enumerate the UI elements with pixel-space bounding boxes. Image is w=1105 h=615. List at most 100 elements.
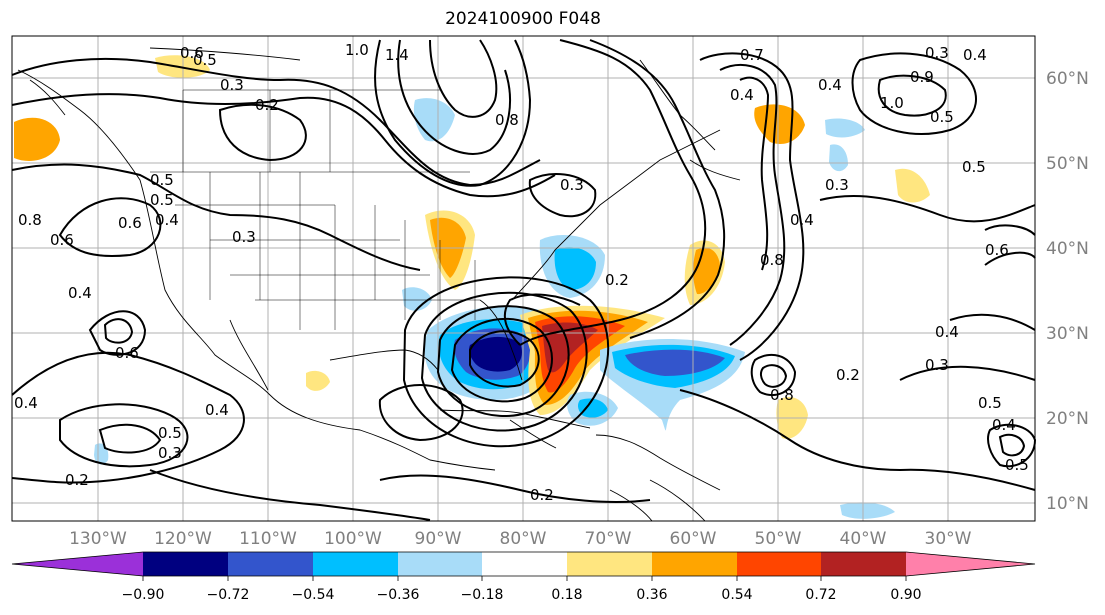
contour-label: 0.4 — [730, 86, 754, 104]
contour-label: 0.5 — [193, 51, 217, 69]
colorbar-tick-label: −0.18 — [461, 587, 504, 603]
contour-label: 0.6 — [115, 344, 139, 362]
colorbar-tick-label: −0.90 — [122, 587, 165, 603]
contour-label: 0.4 — [935, 323, 959, 341]
lat-label: 60°N — [1046, 69, 1089, 89]
colorbar-segment — [228, 552, 313, 576]
colorbar-segment — [821, 552, 906, 576]
contour-label: 0.2 — [605, 271, 629, 289]
colorbar-segment — [398, 552, 482, 576]
contour-label: 0.6 — [50, 231, 74, 249]
lat-label: 40°N — [1046, 239, 1089, 259]
warm-field — [306, 370, 330, 391]
latitude-labels: 60°N 50°N 40°N 30°N 20°N 10°N — [1046, 69, 1089, 514]
blue-field — [402, 287, 432, 311]
graticule — [12, 36, 1035, 521]
contour-label: 0.2 — [530, 486, 554, 504]
lon-label: 40°W — [840, 529, 887, 549]
longitude-labels: 130°W 120°W 110°W 100°W 90°W 80°W 70°W 6… — [69, 529, 972, 549]
lat-label: 50°N — [1046, 154, 1089, 174]
lon-label: 90°W — [415, 529, 462, 549]
contour-label: 0.4 — [963, 46, 987, 64]
colorbar-segment — [652, 552, 737, 576]
contour-label: 0.4 — [992, 416, 1016, 434]
colorbar-segment — [482, 552, 567, 576]
contour-label: 0.6 — [985, 241, 1009, 259]
contour-label: 1.0 — [880, 94, 904, 112]
colorbar-tick-label: −0.72 — [207, 587, 250, 603]
warm-field — [895, 168, 930, 203]
contour-label: 0.5 — [962, 158, 986, 176]
colorbar-segment — [737, 552, 821, 576]
contour-label: 0.3 — [232, 228, 256, 246]
colorbar-tick-label: −0.54 — [292, 587, 335, 603]
contour-label: 0.3 — [560, 176, 584, 194]
chart-title: 2024100900 F048 — [445, 9, 601, 29]
contour-label: 0.8 — [18, 211, 42, 229]
contour-label: 0.4 — [205, 401, 229, 419]
colorbar-tick-label: 0.54 — [721, 587, 752, 603]
contour-label: 0.2 — [65, 471, 89, 489]
contour-label: 0.3 — [925, 44, 949, 62]
contour-label: 0.3 — [825, 176, 849, 194]
colorbar: −0.90 −0.72 −0.54 −0.36 −0.18 0.18 0.36 … — [11, 551, 1036, 603]
contour-label: 0.3 — [158, 444, 182, 462]
lat-label: 20°N — [1046, 409, 1089, 429]
lat-label: 10°N — [1046, 494, 1089, 514]
blue-field — [625, 349, 725, 376]
colorbar-segment — [313, 552, 398, 576]
lon-label: 70°W — [585, 529, 632, 549]
contour-labels: 0.6 0.5 0.3 0.2 1.0 1.4 0.8 0.7 0.4 0.3 … — [14, 41, 1029, 504]
contour-label: 0.5 — [930, 108, 954, 126]
contour-label: 0.3 — [925, 356, 949, 374]
contour-label: 0.4 — [68, 284, 92, 302]
lon-label: 80°W — [500, 529, 547, 549]
contour-label: 0.9 — [910, 68, 934, 86]
colorbar-tick-label: −0.36 — [377, 587, 420, 603]
blue-field — [825, 118, 865, 138]
contour-label: 0.8 — [760, 251, 784, 269]
contour-label: 0.6 — [118, 214, 142, 232]
lon-label: 30°W — [925, 529, 972, 549]
shaded-fields — [14, 55, 930, 519]
colorbar-tick-label: 0.18 — [551, 587, 582, 603]
blue-field — [577, 398, 608, 418]
blue-field — [469, 336, 522, 372]
contour-label: 0.4 — [790, 211, 814, 229]
colorbar-extend-high — [906, 552, 1035, 576]
lon-label: 50°W — [755, 529, 802, 549]
colorbar-extend-low — [12, 552, 143, 576]
contour-label: 1.4 — [385, 46, 409, 64]
colorbar-tick-label: 0.36 — [636, 587, 667, 603]
contour-label: 0.4 — [818, 76, 842, 94]
colorbar-tick-label: 0.72 — [805, 587, 836, 603]
lon-label: 110°W — [239, 529, 297, 549]
blue-field — [554, 247, 596, 290]
contour-label: 0.7 — [740, 46, 764, 64]
map-frame — [11, 35, 1036, 522]
lon-label: 100°W — [324, 529, 382, 549]
lon-label: 130°W — [69, 529, 127, 549]
contour-label: 0.3 — [220, 76, 244, 94]
colorbar-tick-label: 0.90 — [890, 587, 921, 603]
contour-label: 0.4 — [155, 211, 179, 229]
blue-field — [840, 502, 895, 519]
contour-label: 0.5 — [158, 424, 182, 442]
contour-label: 0.4 — [14, 394, 38, 412]
blue-field — [829, 144, 848, 172]
contour-label: 0.5 — [150, 171, 174, 189]
lat-label: 30°N — [1046, 324, 1089, 344]
contour-label: 0.8 — [770, 386, 794, 404]
state-borders — [150, 89, 480, 330]
lon-label: 120°W — [154, 529, 212, 549]
contour-label: 0.6 — [180, 44, 204, 62]
contour-label: 1.0 — [345, 41, 369, 59]
contour-label: 0.2 — [255, 96, 279, 114]
warm-field — [14, 117, 60, 161]
colorbar-segment — [143, 552, 228, 576]
contour-label: 0.5 — [1005, 456, 1029, 474]
contour-label: 0.2 — [836, 366, 860, 384]
contour-label: 0.8 — [495, 111, 519, 129]
lon-label: 60°W — [670, 529, 717, 549]
